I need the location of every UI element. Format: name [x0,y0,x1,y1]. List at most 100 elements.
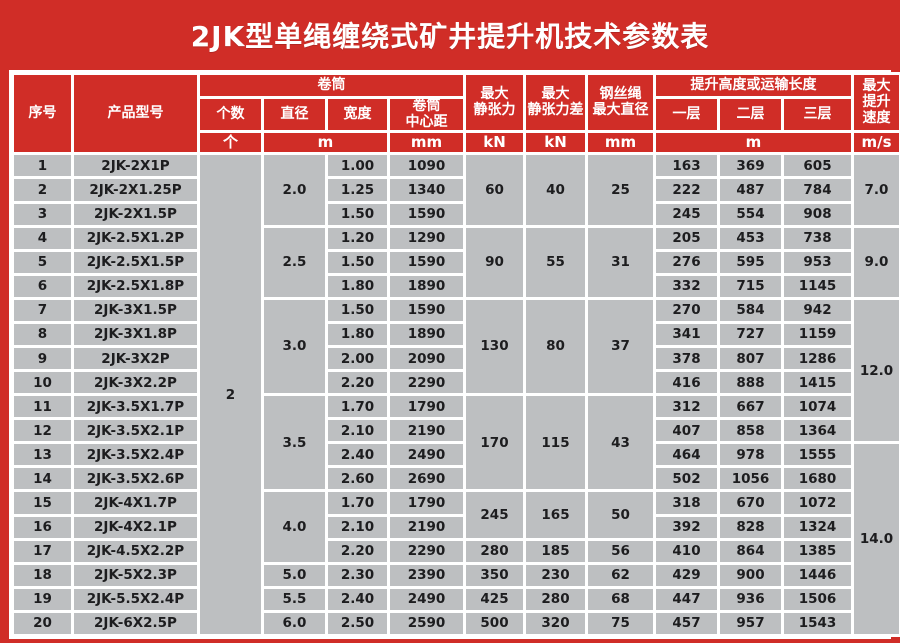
data-cell: 280 [523,585,588,613]
data-cell: 2.10 [325,417,390,445]
data-cell: 165 [523,489,588,541]
header-drum-center-distance: 卷筒 中心距 [387,95,466,134]
data-cell: 2JK-3.5X2.6P [71,465,200,493]
data-cell: 1.70 [325,393,390,421]
data-cell: 1590 [387,296,466,324]
data-cell: 6 [11,272,74,300]
data-cell: 1446 [781,561,854,589]
data-cell: 31 [585,224,656,300]
data-cell: 318 [653,489,720,517]
table-row: 9 2JK-3X2P 2.00 2090 378 807 1286 [11,344,900,373]
data-cell: 80 [523,296,588,397]
data-cell: 2090 [387,344,466,373]
table-row: 6 2JK-2.5X1.8P 1.80 1890 332 715 1145 [11,272,900,300]
table-row: 12 2JK-3.5X2.1P 2.10 2190 407 858 1364 [11,417,900,445]
table-row: 17 2JK-4.5X2.2P 2.20 2290 280 185 56 410 864 1385 [11,537,900,565]
table-row: 15 2JK-4X1.7P 4.0 1.70 1790 245 165 50 318 670 107… [11,489,900,565]
data-cell: 2JK-3.5X1.7P [71,393,200,421]
data-cell: 2JK-2.5X1.2P [71,224,200,252]
data-cell: 222 [653,176,720,204]
data-cell: 2JK-2.5X1.8P [71,272,200,300]
data-cell: 953 [781,248,854,276]
data-cell: 1590 [387,200,466,228]
data-cell: 447 [653,585,720,613]
data-cell: 19 [11,585,74,613]
data-cell: 40 [523,152,588,228]
data-cell: 13 [11,441,74,469]
table-row: 序号 产品型号 卷筒 最大 静张力 最大 静张力差 钢丝绳 最大直径 提升高度或运输长度 最大 提升速… [11,71,900,156]
data-cell: 464 [653,441,720,469]
data-cell: 784 [781,176,854,204]
header-layer-1: 一层 [653,95,720,134]
data-cell: 1056 [717,465,784,493]
data-cell: 12.0 [851,296,900,445]
data-cell: 3 [11,200,74,228]
data-cell: 1290 [387,224,466,252]
data-cell: 2.5 [261,224,328,300]
table-row: 1 2JK-2X1P 2 2.0 1.00 1090 60 40 25 163 369 605 7.0 [11,152,900,637]
data-cell: 908 [781,200,854,228]
data-cell: 1790 [387,393,466,421]
data-cell: 2190 [387,417,466,445]
data-cell: 25 [585,152,656,228]
data-cell: 2JK-2X1.25P [71,176,200,204]
unit-m: m [261,130,390,156]
header-max-static-tension: 最大 静张力 [463,71,526,134]
table-row: 2 2JK-2X1.25P 1.25 1340 222 487 784 [11,176,900,204]
data-cell: 369 [717,152,784,180]
data-cell: 4.0 [261,489,328,565]
data-cell: 2JK-4X1.7P [71,489,200,517]
data-cell: 2JK-3.5X2.4P [71,441,200,469]
data-cell: 2JK-4.5X2.2P [71,537,200,565]
header-max-lift-speed: 最大 提升 速度 [851,71,900,134]
data-cell: 2 [197,152,264,637]
data-cell: 425 [463,585,526,613]
data-cell: 90 [463,224,526,300]
data-cell: 130 [463,296,526,397]
data-cell: 429 [653,561,720,589]
data-cell: 68 [585,585,656,613]
data-cell: 1.20 [325,224,390,252]
data-cell: 667 [717,393,784,421]
data-cell: 487 [717,176,784,204]
table-row: 20 2JK-6X2.5P 6.0 2.50 2590 500 320 75 457 957 154… [11,609,900,638]
data-cell: 1680 [781,465,854,493]
data-cell: 1145 [781,272,854,300]
data-cell: 230 [523,561,588,589]
data-cell: 6.0 [261,609,328,638]
data-cell: 1555 [781,441,854,469]
table-row: 13 2JK-3.5X2.4P 2.40 2490 464 978 1555 14.0 [11,441,900,637]
data-cell: 8 [11,320,74,348]
data-cell: 15 [11,489,74,517]
data-cell: 170 [463,393,526,493]
data-cell: 2490 [387,585,466,613]
data-cell: 2JK-2.5X1.5P [71,248,200,276]
data-cell: 9.0 [851,224,900,300]
data-cell: 2JK-3.5X2.1P [71,417,200,445]
unit-kn: kN [523,130,588,156]
data-cell: 14 [11,465,74,493]
data-cell: 2690 [387,465,466,493]
data-cell: 416 [653,369,720,397]
table-row: 8 2JK-3X1.8P 1.80 1890 341 727 1159 [11,320,900,348]
data-cell: 18 [11,561,74,589]
data-cell: 1072 [781,489,854,517]
header-drum-diameter: 直径 [261,95,328,134]
header-lift-height-or-transport-length: 提升高度或运输长度 [653,72,854,99]
data-cell: 738 [781,224,854,252]
data-cell: 55 [523,224,588,300]
data-cell: 163 [653,152,720,180]
data-cell: 2JK-3X1.8P [71,320,200,348]
data-cell: 9 [11,344,74,373]
table-row: 19 2JK-5.5X2.4P 5.5 2.40 2490 425 280 68 447 936 1… [11,585,900,613]
data-cell: 1.50 [325,200,390,228]
data-cell: 942 [781,296,854,324]
table-body: 1 2JK-2X1P 2 2.0 1.00 1090 60 40 25 163 369 605 7.0 2… [11,152,900,638]
data-cell: 12 [11,417,74,445]
data-cell: 2.40 [325,585,390,613]
data-cell: 341 [653,320,720,348]
data-cell: 1.50 [325,248,390,276]
data-cell: 320 [523,609,588,638]
unit-mm: mm [585,130,656,156]
unit-kn: kN [463,130,526,156]
